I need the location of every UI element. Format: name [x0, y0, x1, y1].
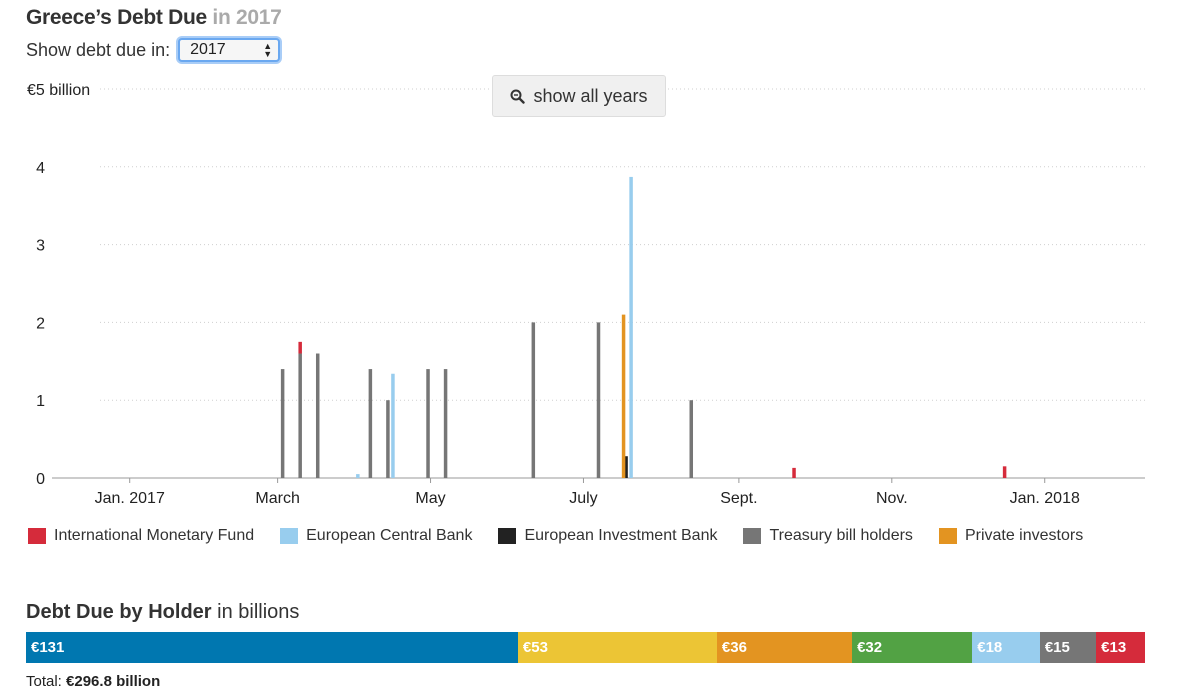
legend-swatch [28, 528, 46, 544]
bar-treasury-bill-holders [531, 322, 536, 478]
show-all-years-label: show all years [533, 85, 648, 106]
y-tick-label: 1 [36, 393, 45, 410]
bar-treasury-bill-holders [596, 322, 601, 478]
select-arrows-icon: ▲ ▼ [263, 41, 273, 59]
year-select-value: 2017 [190, 41, 226, 58]
legend-item: Private investors [938, 527, 1084, 545]
holder-segment: €32 [852, 632, 973, 663]
year-select[interactable]: 2017 ▲ ▼ [178, 38, 281, 62]
zoom-icon [510, 89, 526, 104]
holder-segment: €36 [716, 632, 853, 663]
legend-label: Treasury bill holders [769, 527, 913, 544]
x-tick-label: July [569, 490, 597, 507]
legend-label: Private investors [964, 527, 1084, 544]
legend-item: European Central Bank [280, 527, 472, 545]
holder-segment: €53 [517, 632, 717, 663]
holder-segment: €13 [1096, 632, 1145, 663]
bar-treasury-bill-holders [368, 369, 373, 478]
legend-label: International Monetary Fund [54, 527, 255, 544]
chart-title: Greece’s Debt Due in 2017 [26, 6, 282, 30]
chart-legend: International Monetary Fund European Cent… [28, 527, 1109, 545]
x-tick-label: May [415, 490, 445, 507]
legend-swatch [743, 528, 762, 544]
legend-swatch [938, 528, 957, 544]
holder-title-units: in billions [217, 601, 300, 623]
y-tick-label: 4 [36, 160, 45, 177]
bar-treasury-bill-holders [426, 369, 430, 478]
legend-label: European Central Bank [306, 527, 473, 544]
x-tick-label: Jan. 2017 [95, 490, 165, 507]
bar-international-monetary-fund [792, 467, 796, 478]
x-tick-label: Sept. [720, 490, 757, 507]
bar-european-central-bank [391, 373, 395, 478]
bar-treasury-bill-holders [280, 369, 285, 478]
legend-item: International Monetary Fund [28, 527, 254, 545]
legend-item: Treasury bill holders [743, 527, 913, 545]
total-value: €296.8 billion [66, 673, 161, 690]
bar-international-monetary-fund [298, 341, 302, 354]
total-label: Total: [26, 673, 62, 690]
y-tick-label: 2 [36, 315, 45, 332]
legend-swatch [280, 528, 299, 544]
chart-title-year: in 2017 [212, 6, 282, 29]
holder-segment: €18 [972, 632, 1040, 663]
bar-private-investors [621, 314, 626, 478]
holder-segment: €131 [26, 632, 518, 663]
year-selector-row: Show debt due in: 2017 ▲ ▼ [26, 38, 281, 62]
bar-european-investment-bank [624, 456, 628, 478]
bar-european-central-bank [629, 176, 633, 478]
legend-swatch [498, 528, 517, 544]
x-tick-label: March [255, 490, 299, 507]
x-tick-label: Nov. [876, 490, 908, 507]
total-line: Total: €296.8 billion [26, 673, 160, 690]
debt-due-chart: 0 1 2 3 4 €5 billion Jan. 2017 March May July Sept… [27, 82, 1145, 507]
bar-treasury-bill-holders [689, 400, 694, 478]
legend-label: European Investment Bank [524, 527, 718, 544]
holder-stacked-bar: €131 €53 €36 €32 €18 €15 €13 [26, 632, 1145, 663]
year-selector-label: Show debt due in: [26, 39, 171, 60]
holder-title: Debt Due by Holder in billions [26, 601, 299, 624]
bar-treasury-bill-holders [386, 400, 390, 478]
bar-european-central-bank [356, 474, 360, 478]
y-tick-label: 3 [36, 238, 45, 255]
bar-international-monetary-fund [1002, 466, 1007, 478]
holder-segment: €15 [1039, 632, 1097, 663]
x-tick-label: Jan. 2018 [1010, 490, 1080, 507]
bar-treasury-bill-holders [298, 353, 302, 478]
bar-treasury-bill-holders [315, 353, 320, 478]
chart-title-main: Greece’s Debt Due [26, 6, 207, 29]
legend-item: European Investment Bank [498, 527, 717, 545]
y-tick-label: 0 [36, 471, 45, 488]
holder-title-main: Debt Due by Holder [26, 601, 212, 623]
bar-treasury-bill-holders [443, 369, 448, 478]
show-all-years-button[interactable]: show all years [492, 75, 666, 117]
y-tick-label: €5 billion [27, 82, 90, 99]
